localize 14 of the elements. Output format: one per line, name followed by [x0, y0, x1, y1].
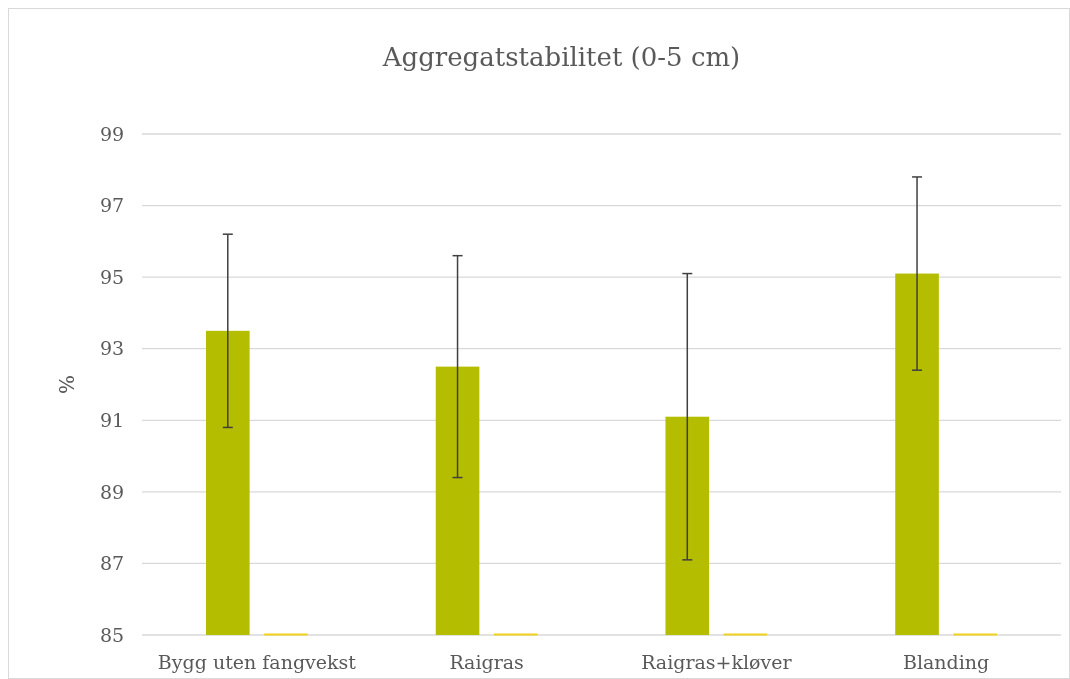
y-tick-label: 85 [99, 623, 125, 646]
x-tick-label: Bygg uten fangvekst [157, 651, 357, 673]
y-tick-label: 95 [99, 265, 125, 288]
y-tick-label: 89 [99, 480, 125, 503]
x-tick-label: Raigras [449, 651, 524, 673]
y-tick-label: 97 [99, 194, 125, 217]
y-tick-label: 93 [99, 337, 125, 360]
y-axis-title: % [55, 374, 79, 395]
y-tick-label: 99 [99, 122, 125, 145]
y-tick-label: 87 [99, 552, 125, 575]
x-tick-label: Blanding [903, 651, 990, 673]
x-tick-label: Raigras+kløver [641, 651, 793, 673]
chart-title: Aggregatstabilitet (0-5 cm) [381, 42, 741, 72]
y-tick-label: 91 [99, 408, 125, 431]
